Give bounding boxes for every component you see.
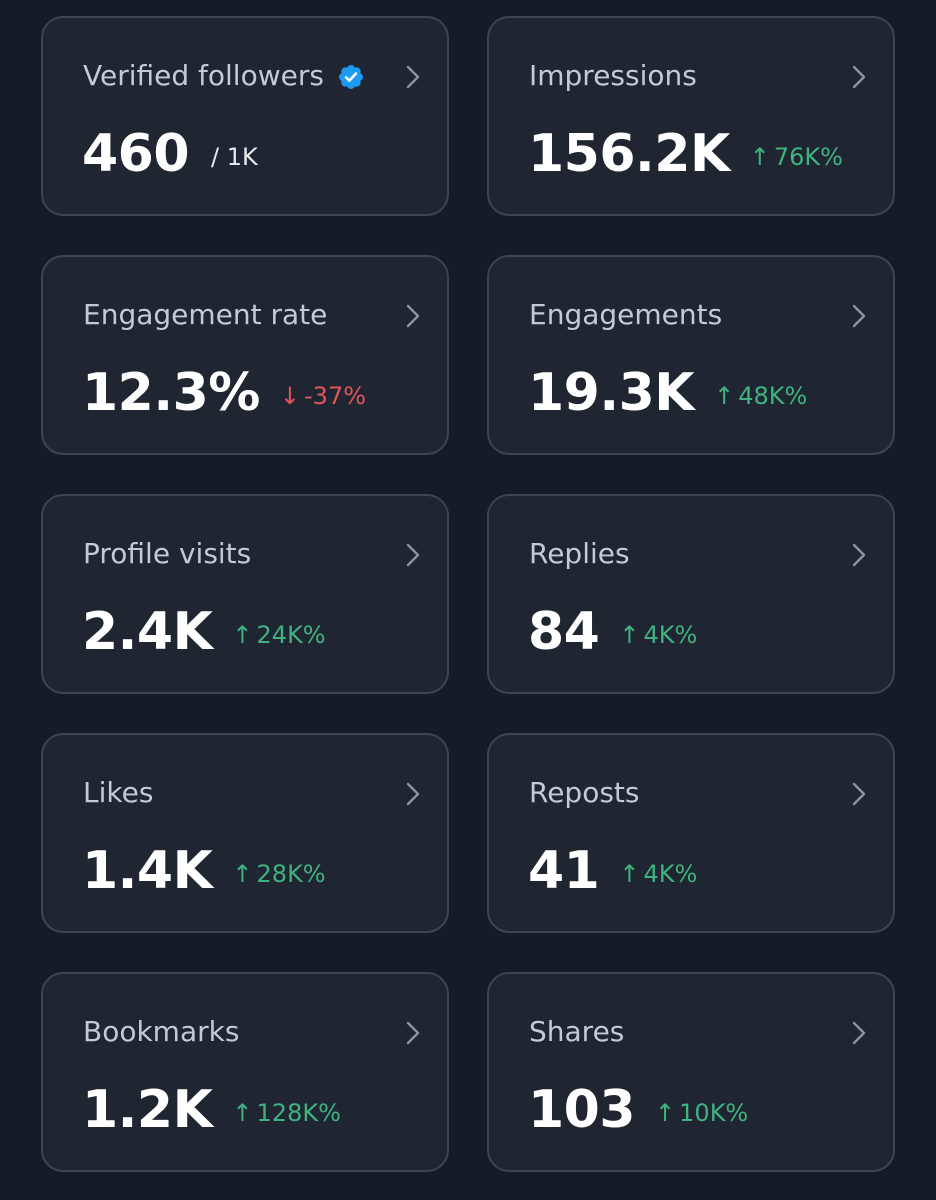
metric-label-text: Verified followers [83,59,324,92]
chevron-right-icon [852,304,866,328]
metric-delta-value: 128K% [256,1099,341,1127]
metric-value: 2.4K [82,602,213,662]
metric-value: 12.3% [82,363,260,423]
metric-value: 460 [82,124,190,184]
metric-delta: ↑ 76K% [750,143,843,171]
metric-value: 1.4K [82,841,213,901]
metric-card-profile-visits[interactable]: Profile visits 2.4K ↑ 24K% [41,494,449,694]
metric-delta: ↑ 4K% [619,621,697,649]
metric-value: 1.2K [82,1080,213,1140]
arrow-down-icon: ↓ [279,382,301,410]
metric-value-row: 12.3% ↓ -37% [82,361,366,425]
metric-label: Likes [83,776,154,809]
metric-delta-value: 76K% [773,143,843,171]
arrow-up-icon: ↑ [232,621,253,649]
metric-delta: ↑ 48K% [714,382,807,410]
metric-card-engagements[interactable]: Engagements 19.3K ↑ 48K% [487,255,895,455]
metric-label: Engagement rate [83,298,328,331]
metric-value-row: 19.3K ↑ 48K% [528,361,807,425]
metric-value-row: 2.4K ↑ 24K% [82,600,326,664]
metric-delta-value: 4K% [643,621,698,649]
metric-delta: ↑ 24K% [232,621,325,649]
verified-badge-icon [338,65,363,89]
metric-label: Reposts [529,776,640,809]
metric-label: Verified followers [83,58,365,94]
metric-delta-value: 4K% [643,860,698,888]
chevron-right-icon [852,782,866,806]
metric-delta: ↑ 10K% [655,1099,748,1127]
metrics-grid: Verified followers 460 / 1K Impressions … [41,16,895,1172]
arrow-up-icon: ↑ [655,1099,676,1127]
metric-value-row: 1.2K ↑ 128K% [82,1078,341,1142]
chevron-right-icon [406,782,420,806]
metric-value: 19.3K [528,363,695,423]
metric-value: 103 [528,1080,636,1140]
metric-card-likes[interactable]: Likes 1.4K ↑ 28K% [41,733,449,933]
metric-card-shares[interactable]: Shares 103 ↑ 10K% [487,972,895,1172]
chevron-right-icon [406,1021,420,1045]
metric-value-row: 41 ↑ 4K% [528,839,697,903]
metric-delta-value: 10K% [679,1099,749,1127]
arrow-up-icon: ↑ [619,621,640,649]
arrow-up-icon: ↑ [749,143,770,171]
metric-label: Engagements [529,298,723,331]
metric-denominator: / 1K [211,143,258,171]
metric-delta-value: 24K% [256,621,326,649]
metric-value-row: 460 / 1K [82,122,258,186]
metric-label: Replies [529,537,630,570]
metric-value: 41 [528,841,600,901]
chevron-right-icon [852,543,866,567]
metric-value: 156.2K [528,124,730,184]
arrow-up-icon: ↑ [714,382,735,410]
metric-value-row: 103 ↑ 10K% [528,1078,748,1142]
chevron-right-icon [406,304,420,328]
chevron-right-icon [406,65,420,89]
metric-delta: ↑ 128K% [232,1099,340,1127]
metric-delta-value: 28K% [256,860,326,888]
arrow-up-icon: ↑ [619,860,640,888]
metric-delta: ↑ 4K% [619,860,697,888]
metric-value-row: 156.2K ↑ 76K% [528,122,843,186]
metric-card-bookmarks[interactable]: Bookmarks 1.2K ↑ 128K% [41,972,449,1172]
metric-card-verified-followers[interactable]: Verified followers 460 / 1K [41,16,449,216]
chevron-right-icon [852,65,866,89]
metric-card-engagement-rate[interactable]: Engagement rate 12.3% ↓ -37% [41,255,449,455]
metric-card-replies[interactable]: Replies 84 ↑ 4K% [487,494,895,694]
metric-value-row: 1.4K ↑ 28K% [82,839,326,903]
metric-label: Profile visits [83,537,252,570]
metric-label: Bookmarks [83,1015,240,1048]
metric-value: 84 [528,602,600,662]
metric-card-reposts[interactable]: Reposts 41 ↑ 4K% [487,733,895,933]
metric-label: Shares [529,1015,625,1048]
chevron-right-icon [406,543,420,567]
metric-delta-value: 48K% [738,382,808,410]
chevron-right-icon [852,1021,866,1045]
arrow-up-icon: ↑ [232,1099,253,1127]
arrow-up-icon: ↑ [232,860,253,888]
metric-value-row: 84 ↑ 4K% [528,600,697,664]
metric-delta: ↑ 28K% [232,860,325,888]
metric-delta: ↓ -37% [280,382,366,410]
metric-card-impressions[interactable]: Impressions 156.2K ↑ 76K% [487,16,895,216]
metric-label: Impressions [529,59,697,92]
metric-delta-value: -37% [304,382,367,410]
